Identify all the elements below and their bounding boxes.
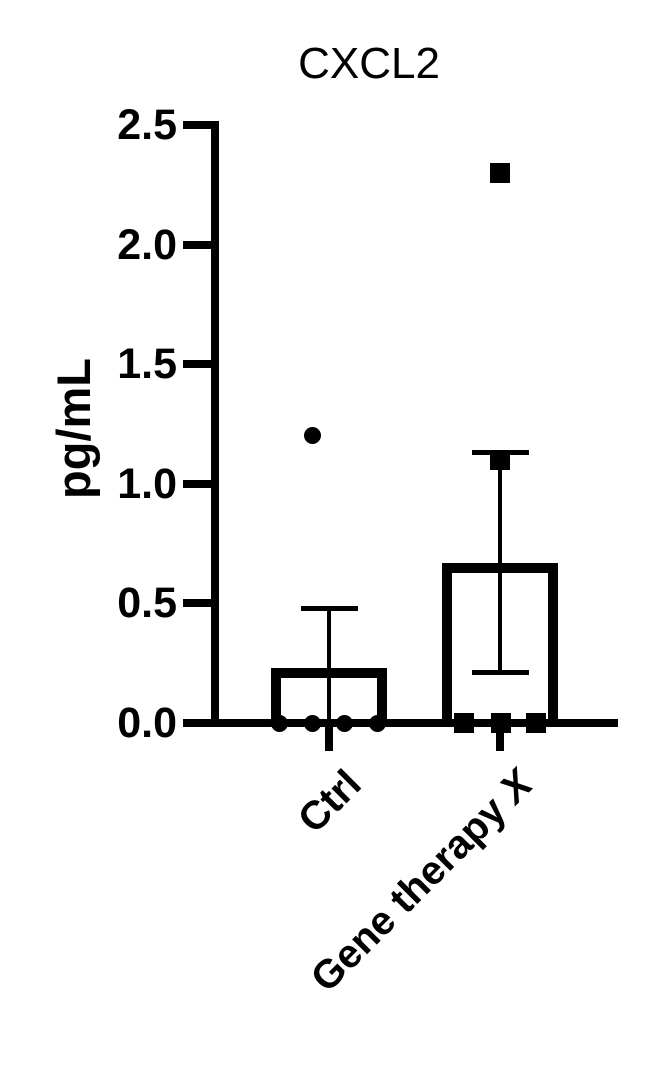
data-point-square	[490, 449, 510, 470]
chart-title: CXCL2	[298, 39, 440, 88]
data-point-circle	[368, 714, 386, 732]
y-tick-label: 0.5	[117, 579, 177, 628]
error-bar-cap-top	[300, 605, 358, 611]
y-tick	[183, 719, 211, 727]
y-axis-line	[211, 121, 219, 727]
y-tick-label: 2.5	[117, 101, 177, 149]
bar-ctrl	[271, 667, 387, 723]
y-tick-label: 2.0	[117, 220, 177, 269]
error-bar-cap-bottom	[471, 670, 529, 676]
data-point-circle	[335, 714, 353, 732]
y-tick-label: 0.0	[117, 699, 177, 747]
y-tick	[183, 240, 211, 249]
x-axis-line	[211, 719, 618, 727]
data-point-square	[490, 162, 510, 183]
y-tick-label: 1.0	[117, 459, 177, 508]
data-point-circle	[303, 427, 321, 445]
x-tick	[325, 727, 333, 751]
error-bar-cap-bottom	[300, 720, 358, 726]
x-axis-label-ctrl: Ctrl	[289, 761, 370, 842]
y-tick	[183, 360, 211, 369]
x-label-text: Ctrl	[289, 761, 370, 842]
data-point-circle	[270, 714, 288, 732]
x-tick	[496, 727, 504, 751]
bar-gene-therapy-x	[442, 562, 558, 723]
y-tick	[183, 599, 211, 608]
error-bar-line	[327, 608, 331, 723]
data-point-square	[526, 713, 546, 733]
data-point-circle	[303, 714, 321, 732]
data-point-square	[454, 713, 474, 733]
y-tick	[183, 121, 211, 129]
y-tick	[183, 479, 211, 488]
data-point-square	[491, 713, 511, 733]
y-tick-label: 1.5	[117, 340, 177, 389]
